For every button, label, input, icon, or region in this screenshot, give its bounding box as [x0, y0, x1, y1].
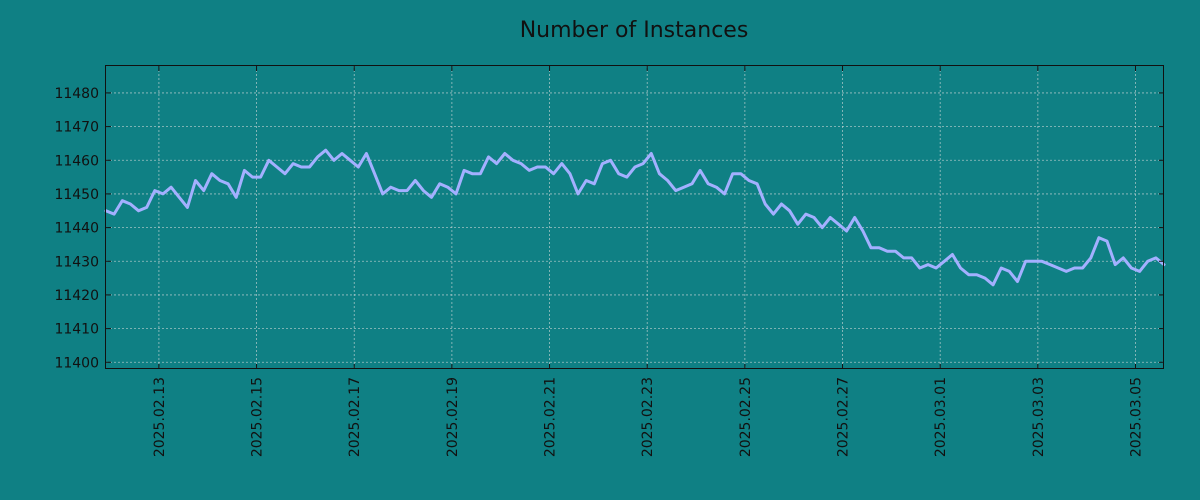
- axes: 11400 11410 11420 11430 11440 11450 11460 11470…: [54, 66, 1164, 457]
- x-tick-label: 2025.03.05: [1129, 377, 1145, 457]
- y-tick-label: 11430: [54, 254, 99, 270]
- series-layer: [104, 148, 1166, 287]
- x-tick-label: 2025.02.15: [250, 377, 266, 457]
- x-tick-label: 2025.02.23: [640, 377, 656, 457]
- y-tick-label: 11410: [54, 322, 99, 338]
- x-tick-label: 2025.02.19: [445, 377, 461, 457]
- x-tick-label: 2025.03.03: [1031, 377, 1047, 457]
- grid: [106, 66, 1164, 369]
- plot-frame: [105, 65, 1164, 369]
- x-tick-label: 2025.02.13: [152, 377, 168, 457]
- y-tick-label: 11470: [54, 120, 99, 136]
- x-tick-label: 2025.02.25: [738, 377, 754, 457]
- x-tick-label: 2025.02.27: [836, 377, 852, 457]
- chart-title: Number of Instances: [520, 18, 749, 43]
- x-tick-label: 2025.02.21: [543, 377, 559, 457]
- x-tick-label: 2025.03.01: [933, 377, 949, 457]
- x-tick-label: 2025.02.17: [347, 377, 363, 457]
- y-tick-label: 11460: [54, 153, 99, 169]
- y-tick-label: 11440: [54, 221, 99, 237]
- y-tick-label: 11480: [54, 86, 99, 102]
- y-tick-label: 11450: [54, 187, 99, 203]
- y-tick-label: 11420: [54, 288, 99, 304]
- y-tick-label: 11400: [54, 355, 99, 371]
- series-line: [104, 148, 1166, 287]
